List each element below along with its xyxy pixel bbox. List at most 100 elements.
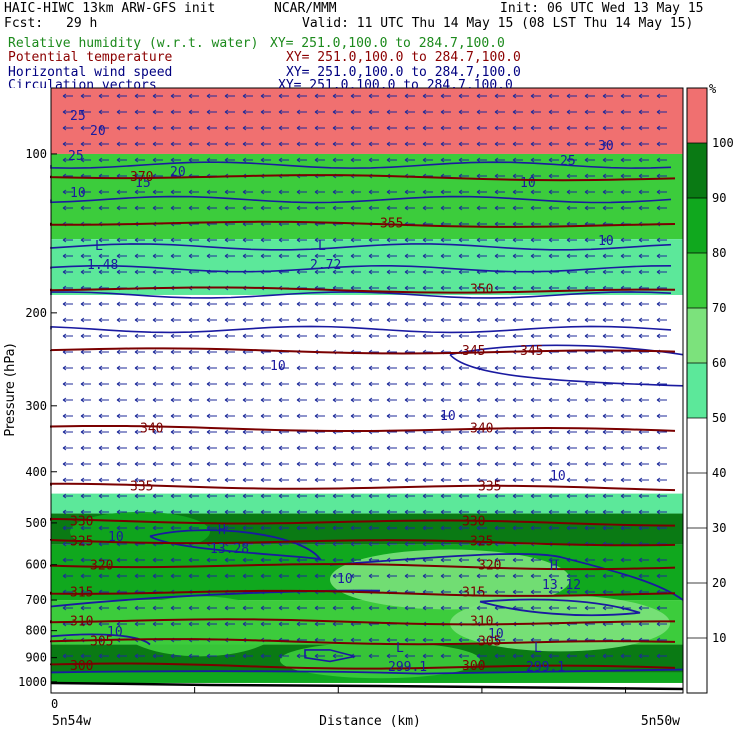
wind-vector (458, 525, 469, 531)
wind-vector (530, 157, 541, 163)
wind-vector (296, 557, 307, 563)
theta-label: 345 (520, 344, 543, 359)
wind-vector (584, 317, 595, 323)
wind-vector (116, 493, 127, 499)
wind-vector (296, 605, 307, 611)
wind-vector (548, 141, 559, 147)
wind-vector (260, 365, 271, 371)
wind-vector (440, 365, 451, 371)
wind-vector (476, 637, 487, 643)
wind-vector (332, 413, 343, 419)
wind-vector (170, 301, 181, 307)
wind-vector (656, 477, 667, 483)
wind-vector (566, 333, 577, 339)
wind-vector (530, 413, 541, 419)
wind-vector (350, 317, 361, 323)
wind-vector (296, 205, 307, 211)
wind-vector (350, 141, 361, 147)
wind-vector (224, 381, 235, 387)
wind-vector (260, 253, 271, 259)
wind-vector (404, 205, 415, 211)
wind-vector (224, 477, 235, 483)
theta-label: 315 (70, 586, 93, 601)
wind-vector (116, 365, 127, 371)
wind-vector (314, 397, 325, 403)
isotach-label: 10 (520, 176, 536, 191)
wind-vector (260, 237, 271, 243)
wind-vector (548, 237, 559, 243)
wind-vector (476, 253, 487, 259)
wind-vector (404, 141, 415, 147)
wind-vector (512, 397, 523, 403)
wind-vector (206, 493, 217, 499)
wind-vector (332, 541, 343, 547)
wind-vector (566, 93, 577, 99)
wind-vector (134, 333, 145, 339)
wind-vector (458, 589, 469, 595)
wind-vector (260, 157, 271, 163)
wind-vector (404, 109, 415, 115)
wind-vector (422, 445, 433, 451)
wind-vector (566, 445, 577, 451)
isotach-label: 20 (170, 165, 186, 180)
wind-vector (602, 205, 613, 211)
wind-vector (548, 557, 559, 563)
colorbar-bin (687, 363, 707, 418)
wind-vector (260, 445, 271, 451)
wind-vector (494, 653, 505, 659)
wind-vector (170, 445, 181, 451)
wind-vector (530, 237, 541, 243)
wind-vector (512, 365, 523, 371)
wind-vector (350, 381, 361, 387)
wind-vector (242, 109, 253, 115)
wind-vector (638, 125, 649, 131)
wind-vector (638, 445, 649, 451)
wind-vector (404, 509, 415, 515)
wind-vector (62, 477, 73, 483)
y-tick-label: 300 (25, 399, 47, 413)
wind-vector (134, 557, 145, 563)
field-xy-theta: XY= 251.0,100.0 to 284.7,100.0 (286, 50, 521, 65)
wind-vector (278, 205, 289, 211)
wind-vector (458, 365, 469, 371)
wind-vector (404, 237, 415, 243)
wind-vector (278, 573, 289, 579)
wind-vector (278, 333, 289, 339)
theta-isoline (50, 638, 676, 646)
wind-vector (602, 589, 613, 595)
wind-vector (584, 141, 595, 147)
wind-vector (80, 333, 91, 339)
wind-vector (620, 509, 631, 515)
wind-vector (314, 413, 325, 419)
wind-vector (368, 285, 379, 291)
wind-vector (152, 349, 163, 355)
wind-vector (602, 237, 613, 243)
wind-vector (152, 429, 163, 435)
wind-vector (188, 109, 199, 115)
wind-vector (386, 141, 397, 147)
wind-vector (350, 477, 361, 483)
wind-vector (152, 189, 163, 195)
wind-vector (602, 317, 613, 323)
wind-vector (152, 237, 163, 243)
wind-vector (260, 301, 271, 307)
theta-label: 310 (70, 614, 93, 629)
wind-vector (368, 525, 379, 531)
wind-vector (584, 93, 595, 99)
wind-vector (404, 189, 415, 195)
wind-vector (314, 445, 325, 451)
wind-vector (476, 285, 487, 291)
wind-vector (134, 205, 145, 211)
theta-label: 330 (70, 515, 93, 530)
wind-vector (422, 365, 433, 371)
wind-vector (440, 333, 451, 339)
wind-vector (422, 509, 433, 515)
wind-vector (98, 157, 109, 163)
wind-vector (548, 205, 559, 211)
colorbar-tick-label: 70 (712, 301, 726, 315)
wind-vector (332, 397, 343, 403)
wind-vector (422, 157, 433, 163)
wind-vector (476, 109, 487, 115)
wind-vector (62, 541, 73, 547)
wind-vector (368, 381, 379, 387)
